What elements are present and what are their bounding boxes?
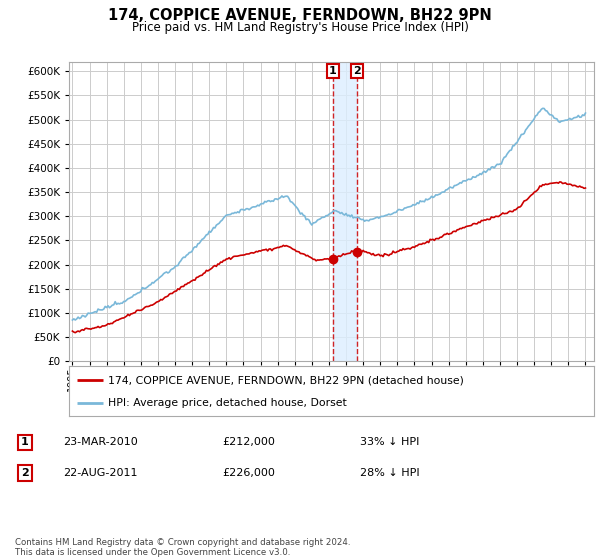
Text: Contains HM Land Registry data © Crown copyright and database right 2024.
This d: Contains HM Land Registry data © Crown c… — [15, 538, 350, 557]
Text: 174, COPPICE AVENUE, FERNDOWN, BH22 9PN (detached house): 174, COPPICE AVENUE, FERNDOWN, BH22 9PN … — [109, 375, 464, 385]
Text: 1: 1 — [21, 437, 29, 447]
Text: 23-MAR-2010: 23-MAR-2010 — [63, 437, 138, 447]
Text: Price paid vs. HM Land Registry's House Price Index (HPI): Price paid vs. HM Land Registry's House … — [131, 21, 469, 34]
Text: 2: 2 — [21, 468, 29, 478]
Text: HPI: Average price, detached house, Dorset: HPI: Average price, detached house, Dors… — [109, 398, 347, 408]
Bar — [332, 62, 357, 361]
Text: 28% ↓ HPI: 28% ↓ HPI — [360, 468, 419, 478]
Text: 33% ↓ HPI: 33% ↓ HPI — [360, 437, 419, 447]
Text: 1: 1 — [329, 66, 337, 76]
Text: £212,000: £212,000 — [222, 437, 275, 447]
Text: 22-AUG-2011: 22-AUG-2011 — [63, 468, 137, 478]
Text: 2: 2 — [353, 66, 361, 76]
Text: £226,000: £226,000 — [222, 468, 275, 478]
Text: 174, COPPICE AVENUE, FERNDOWN, BH22 9PN: 174, COPPICE AVENUE, FERNDOWN, BH22 9PN — [108, 8, 492, 24]
